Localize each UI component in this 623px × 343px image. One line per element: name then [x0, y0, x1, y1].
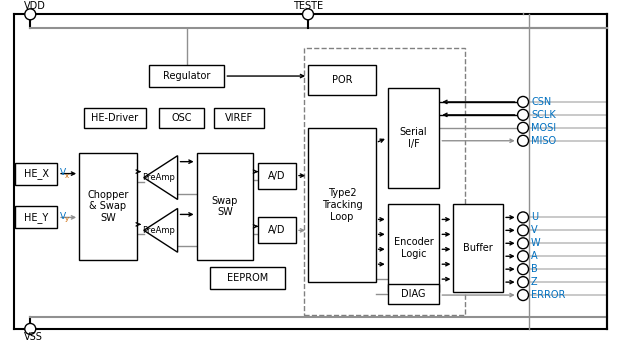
- Bar: [304, 48, 465, 315]
- Bar: [149, 65, 224, 87]
- Text: U: U: [531, 212, 538, 222]
- Text: A: A: [531, 251, 538, 261]
- Bar: [211, 267, 285, 289]
- Circle shape: [518, 251, 528, 262]
- Bar: [259, 217, 296, 243]
- Text: OSC: OSC: [171, 113, 192, 123]
- Bar: [84, 108, 146, 128]
- Bar: [196, 153, 254, 260]
- Text: y: y: [65, 216, 69, 222]
- Text: Encoder
Logic: Encoder Logic: [394, 237, 434, 259]
- Text: x: x: [65, 173, 69, 179]
- Circle shape: [25, 323, 36, 334]
- Text: Swap
SW: Swap SW: [212, 196, 238, 217]
- Text: Type2
Tracking
Loop: Type2 Tracking Loop: [321, 188, 362, 222]
- Text: Buffer: Buffer: [464, 243, 493, 253]
- Circle shape: [518, 277, 528, 287]
- Circle shape: [518, 96, 528, 107]
- Text: A/D: A/D: [269, 170, 286, 181]
- Text: Regulator: Regulator: [163, 71, 210, 81]
- Text: PreAmp: PreAmp: [143, 173, 176, 182]
- Text: HE_Y: HE_Y: [24, 212, 49, 223]
- Text: EEPROM: EEPROM: [227, 273, 269, 283]
- Text: VDD: VDD: [24, 1, 46, 11]
- Bar: [259, 163, 296, 189]
- Text: PreAmp: PreAmp: [143, 226, 176, 235]
- Circle shape: [518, 122, 528, 133]
- Circle shape: [518, 109, 528, 120]
- Bar: [388, 204, 439, 292]
- Text: Chopper
& Swap
SW: Chopper & Swap SW: [87, 190, 128, 223]
- Circle shape: [303, 9, 313, 20]
- Text: Serial
I/F: Serial I/F: [400, 127, 427, 149]
- Circle shape: [518, 289, 528, 300]
- Bar: [388, 88, 439, 188]
- Bar: [214, 108, 264, 128]
- Bar: [16, 163, 57, 185]
- Bar: [308, 65, 376, 95]
- Bar: [308, 128, 376, 282]
- Circle shape: [518, 238, 528, 249]
- Text: MISO: MISO: [531, 136, 556, 146]
- Bar: [79, 153, 137, 260]
- Text: VSS: VSS: [24, 332, 43, 342]
- Text: V: V: [531, 225, 538, 235]
- Text: W: W: [531, 238, 541, 248]
- Text: V: V: [60, 168, 66, 177]
- Bar: [454, 204, 503, 292]
- Polygon shape: [144, 209, 178, 252]
- Text: Z: Z: [531, 277, 538, 287]
- Circle shape: [25, 9, 36, 20]
- Text: SCLK: SCLK: [531, 110, 556, 120]
- Text: A/D: A/D: [269, 225, 286, 235]
- Text: DIAG: DIAG: [401, 289, 426, 299]
- Circle shape: [518, 212, 528, 223]
- Text: CSN: CSN: [531, 97, 551, 107]
- Circle shape: [518, 225, 528, 236]
- Text: B: B: [531, 264, 538, 274]
- Bar: [159, 108, 204, 128]
- Bar: [16, 206, 57, 228]
- Text: TESTE: TESTE: [293, 1, 323, 11]
- Circle shape: [518, 264, 528, 275]
- Text: V: V: [60, 212, 66, 221]
- Text: ERROR: ERROR: [531, 290, 566, 300]
- Text: HE_X: HE_X: [24, 168, 49, 179]
- Circle shape: [518, 135, 528, 146]
- Text: MOSI: MOSI: [531, 123, 556, 133]
- Text: POR: POR: [331, 75, 352, 85]
- Bar: [388, 284, 439, 304]
- Polygon shape: [144, 156, 178, 200]
- Text: VIREF: VIREF: [226, 113, 254, 123]
- Text: HE-Driver: HE-Driver: [92, 113, 138, 123]
